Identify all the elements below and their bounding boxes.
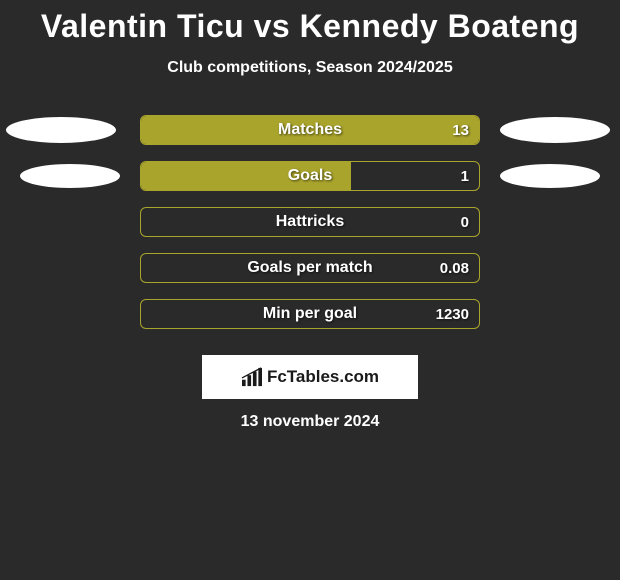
- stat-label: Goals: [141, 162, 479, 190]
- barchart-icon: [241, 367, 263, 387]
- left-ellipse: [6, 117, 116, 143]
- stat-row: Hattricks0: [0, 199, 620, 245]
- stat-row: Goals1: [0, 153, 620, 199]
- right-ellipse: [500, 117, 610, 143]
- stat-value: 0: [461, 208, 469, 236]
- stat-row: Matches13: [0, 107, 620, 153]
- stat-value: 1: [461, 162, 469, 190]
- stat-row: Min per goal1230: [0, 291, 620, 337]
- stat-value: 13: [452, 116, 469, 144]
- stat-bar: Goals1: [140, 161, 480, 191]
- logo-box: FcTables.com: [202, 355, 418, 399]
- right-ellipse: [500, 164, 600, 188]
- stat-value: 0.08: [440, 254, 469, 282]
- stat-label: Goals per match: [141, 254, 479, 282]
- footer-date: 13 november 2024: [0, 413, 620, 431]
- page-title: Valentin Ticu vs Kennedy Boateng: [0, 0, 620, 45]
- comparison-chart: Matches13 Goals1 Hattricks0 Goals per match…: [0, 107, 620, 337]
- stat-bar: Goals per match0.08: [140, 253, 480, 283]
- stat-bar: Hattricks0: [140, 207, 480, 237]
- stat-bar: Min per goal1230: [140, 299, 480, 329]
- stat-label: Matches: [141, 116, 479, 144]
- stat-label: Min per goal: [141, 300, 479, 328]
- stat-label: Hattricks: [141, 208, 479, 236]
- left-ellipse: [20, 164, 120, 188]
- stat-bar: Matches13: [140, 115, 480, 145]
- subtitle: Club competitions, Season 2024/2025: [0, 59, 620, 77]
- stat-row: Goals per match0.08: [0, 245, 620, 291]
- stat-value: 1230: [436, 300, 469, 328]
- logo-text: FcTables.com: [267, 367, 379, 387]
